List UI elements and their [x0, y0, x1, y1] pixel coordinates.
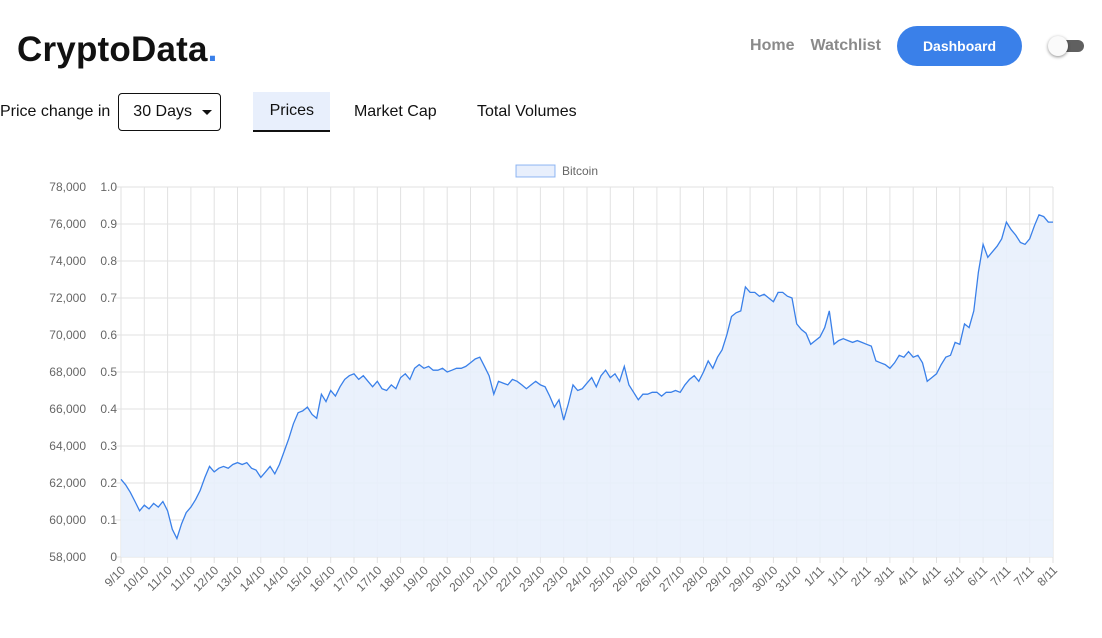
x-tick-label: 7/11 [988, 563, 1014, 589]
x-tick-label: 26/10 [610, 563, 641, 594]
logo-text: CryptoData [17, 30, 208, 69]
x-tick-label: 20/10 [423, 563, 454, 594]
x-tick-label: 23/10 [516, 563, 547, 594]
x-tick-label: 18/10 [377, 563, 408, 594]
y-right-tick-label: 0.8 [100, 254, 117, 268]
x-tick-label: 4/11 [918, 563, 944, 589]
tab-total-volumes[interactable]: Total Volumes [476, 103, 577, 120]
y-left-tick-label: 70,000 [49, 328, 86, 342]
x-tick-label: 28/10 [679, 563, 710, 594]
nav-watchlist-link[interactable]: Watchlist [810, 37, 881, 54]
caret-down-icon [202, 109, 212, 115]
logo[interactable]: CryptoData. [17, 32, 218, 67]
x-tick-label: 22/10 [493, 563, 524, 594]
x-tick-label: 1/11 [825, 563, 851, 589]
y-left-tick-label: 76,000 [49, 217, 86, 231]
x-tick-label: 25/10 [586, 563, 617, 594]
x-tick-label: 31/10 [773, 563, 804, 594]
x-tick-label: 17/10 [353, 563, 384, 594]
tab-prices[interactable]: Prices [253, 92, 331, 132]
y-right-tick-label: 0.6 [100, 328, 117, 342]
x-tick-label: 13/10 [213, 563, 244, 594]
x-tick-label: 19/10 [400, 563, 431, 594]
x-tick-label: 29/10 [726, 563, 757, 594]
x-tick-label: 3/11 [871, 563, 897, 589]
dashboard-button[interactable]: Dashboard [897, 26, 1022, 66]
x-tick-label: 4/11 [895, 563, 921, 589]
x-tick-label: 5/11 [941, 563, 967, 589]
y-right-tick-label: 0.5 [100, 365, 117, 379]
price-change-label: Price change in [0, 103, 111, 120]
x-tick-label: 23/10 [540, 563, 571, 594]
bitcoin-area-fill [121, 214, 1053, 558]
x-tick-label: 15/10 [283, 563, 314, 594]
y-axis-right: 1.0 0.9 0.8 0.7 0.6 0.5 0.4 0.3 0.2 0.1 0 [100, 180, 117, 564]
legend-label-bitcoin: Bitcoin [562, 164, 598, 178]
x-tick-label: 20/10 [446, 563, 477, 594]
y-left-tick-label: 58,000 [49, 550, 86, 564]
x-tick-label: 14/10 [237, 563, 268, 594]
chart-type-tabs: Prices Market Cap Total Volumes [253, 92, 593, 132]
y-right-tick-label: 0.9 [100, 217, 117, 231]
x-tick-label: 11/10 [144, 563, 175, 594]
y-left-tick-label: 68,000 [49, 365, 86, 379]
x-tick-label: 16/10 [307, 563, 338, 594]
y-right-tick-label: 0.2 [100, 476, 117, 490]
x-tick-label: 26/10 [633, 563, 664, 594]
x-tick-label: 14/10 [260, 563, 291, 594]
logo-dot: . [207, 30, 218, 69]
y-left-tick-label: 72,000 [49, 291, 86, 305]
y-left-tick-label: 62,000 [49, 476, 86, 490]
x-tick-label: 8/11 [1034, 563, 1060, 589]
x-tick-label: 29/10 [703, 563, 734, 594]
chart-controls: Price change in 30 Days Prices Market Ca… [0, 92, 593, 132]
y-right-tick-label: 0 [110, 550, 117, 564]
x-tick-label: 17/10 [330, 563, 361, 594]
theme-toggle[interactable] [1048, 35, 1086, 57]
tab-market-cap[interactable]: Market Cap [353, 103, 437, 120]
x-tick-label: 24/10 [563, 563, 594, 594]
x-tick-label: 6/11 [964, 563, 990, 589]
y-right-tick-label: 1.0 [100, 180, 117, 194]
y-right-tick-label: 0.7 [100, 291, 117, 305]
y-left-tick-label: 60,000 [49, 513, 86, 527]
y-left-tick-label: 66,000 [49, 402, 86, 416]
y-right-tick-label: 0.4 [100, 402, 117, 416]
toggle-knob [1048, 36, 1068, 56]
x-tick-label: 1/11 [801, 563, 827, 589]
x-tick-label: 7/11 [1011, 563, 1037, 589]
price-chart: 78,000 76,000 74,000 72,000 70,000 68,000 66,0… [49, 164, 1061, 594]
x-tick-label: 27/10 [656, 563, 687, 594]
top-nav: Home Watchlist Dashboard [750, 26, 1086, 66]
y-right-tick-label: 0.3 [100, 439, 117, 453]
y-left-tick-label: 64,000 [49, 439, 86, 453]
chart-legend: Bitcoin [515, 164, 598, 178]
nav-home-link[interactable]: Home [750, 37, 795, 54]
x-tick-label: 12/10 [190, 563, 221, 594]
legend-swatch [515, 164, 556, 178]
x-tick-label: 2/11 [848, 563, 874, 589]
bitcoin-price-line [120, 213, 1053, 541]
x-tick-label: 10/10 [120, 563, 151, 594]
days-select[interactable]: 30 Days [118, 93, 222, 131]
x-axis-labels: 9/1010/1011/1011/1012/1013/1014/1014/101… [102, 563, 1061, 594]
y-left-tick-label: 78,000 [49, 180, 86, 194]
days-select-value: 30 Days [133, 103, 192, 120]
y-axis-left: 78,000 76,000 74,000 72,000 70,000 68,000 66,0… [49, 180, 86, 564]
y-right-tick-label: 0.1 [100, 513, 117, 527]
x-tick-label: 21/10 [470, 563, 501, 594]
x-tick-label: 30/10 [749, 563, 780, 594]
y-left-tick-label: 74,000 [49, 254, 86, 268]
